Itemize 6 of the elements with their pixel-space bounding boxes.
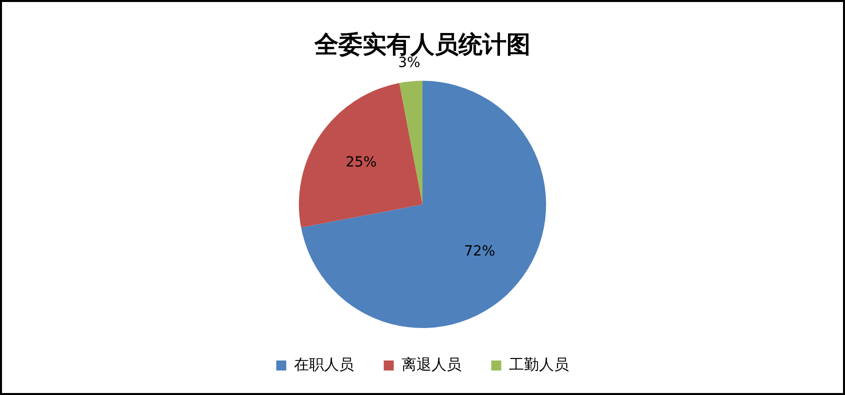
legend-label: 工勤人员 [508, 355, 569, 374]
data-label: 72% [464, 243, 496, 260]
data-label: 3% [398, 55, 420, 72]
data-label: 25% [346, 154, 377, 170]
legend-label: 离退人员 [401, 355, 462, 374]
legend-label: 在职人员 [294, 355, 354, 374]
